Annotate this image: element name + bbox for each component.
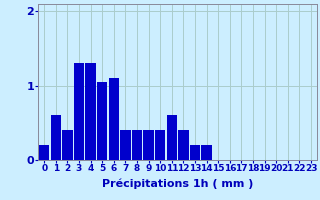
Bar [85,63,96,160]
Bar [178,130,188,160]
Bar [190,145,200,160]
Bar [120,130,131,160]
Bar [97,82,108,160]
Bar [51,115,61,160]
Bar [155,130,165,160]
Bar [167,115,177,160]
Bar [74,63,84,160]
Bar [132,130,142,160]
Bar [143,130,154,160]
X-axis label: Précipitations 1h ( mm ): Précipitations 1h ( mm ) [102,179,253,189]
Bar [62,130,73,160]
Bar [108,78,119,160]
Bar [39,145,49,160]
Bar [201,145,212,160]
